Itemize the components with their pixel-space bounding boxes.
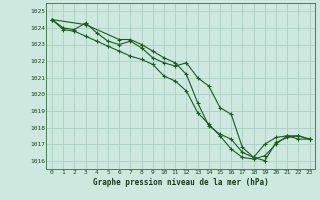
X-axis label: Graphe pression niveau de la mer (hPa): Graphe pression niveau de la mer (hPa) <box>93 178 269 187</box>
